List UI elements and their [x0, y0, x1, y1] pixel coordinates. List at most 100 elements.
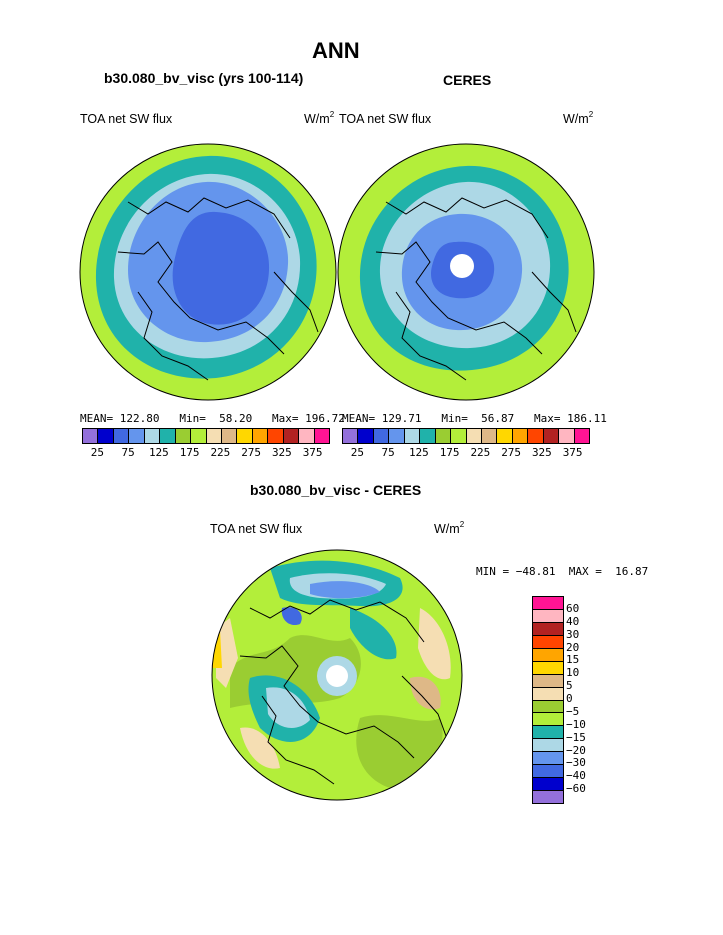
diff-units-label: W/m2 — [434, 520, 465, 536]
right-colorbar-tick-label: 175 — [439, 446, 460, 459]
diff-colorbar-swatch — [533, 597, 563, 610]
right-units-exp: 2 — [588, 110, 594, 119]
left-polar-map — [79, 143, 337, 401]
diff-colorbar-tick-label: 15 — [566, 653, 580, 667]
right-polar-map — [337, 143, 595, 401]
right-colorbar-swatch — [497, 429, 513, 443]
right-map-coast — [375, 197, 577, 381]
right-colorbar-swatch — [512, 429, 529, 443]
left-colorbar-tick-label: 125 — [148, 446, 169, 459]
left-variable-label: TOA net SW flux — [80, 112, 173, 126]
left-colorbar-tick-label: 75 — [121, 446, 135, 459]
left-units-base: W/m — [304, 112, 330, 126]
left-colorbar-tick-label: 225 — [210, 446, 231, 459]
right-colorbar-swatch — [389, 429, 405, 443]
left-units-exp: 2 — [329, 110, 335, 119]
diff-colorbar-tick-label: −20 — [566, 743, 586, 757]
diff-colorbar-swatch — [533, 609, 563, 623]
diff-colorbar-swatch — [533, 622, 563, 636]
model-subtitle: b30.080_bv_visc (yrs 100-114) — [104, 70, 304, 86]
left-colorbar — [82, 428, 330, 444]
left-map-royal-blue — [172, 211, 270, 325]
right-stats: MEAN= 129.71 Min= 56.87 Max= 186.11 — [342, 412, 607, 425]
diff-colorbar-swatch — [533, 752, 563, 766]
left-colorbar-swatch — [237, 429, 253, 443]
diff-colorbar-swatch — [533, 739, 563, 753]
page-title: ANN — [312, 38, 360, 63]
left-colorbar-swatch — [299, 429, 315, 443]
diff-map-tan — [410, 676, 441, 710]
right-colorbar-swatch — [451, 429, 467, 443]
left-colorbar-swatch — [83, 429, 99, 443]
right-colorbar-tick-label: 325 — [531, 446, 552, 459]
right-colorbar-swatch — [559, 429, 575, 443]
left-colorbar-swatch — [129, 429, 145, 443]
right-colorbar-swatch — [373, 429, 390, 443]
left-colorbar-swatch — [98, 429, 114, 443]
right-units-base: W/m — [563, 112, 589, 126]
right-colorbar-swatch — [574, 429, 589, 443]
right-colorbar-swatch — [481, 429, 498, 443]
diff-colorbar-tick-label: −10 — [566, 717, 586, 731]
left-colorbar-tick-label: 25 — [90, 446, 104, 459]
diff-colorbar-swatch — [533, 635, 563, 649]
left-colorbar-swatch — [252, 429, 269, 443]
left-colorbar-swatch — [144, 429, 161, 443]
left-colorbar-swatch — [221, 429, 238, 443]
diff-colorbar-tick-label: 5 — [566, 679, 573, 693]
right-colorbar-swatch — [420, 429, 436, 443]
diff-colorbar-swatch — [533, 661, 563, 675]
diff-units-base: W/m — [434, 522, 460, 536]
diff-map-lightblue-2 — [266, 687, 310, 728]
right-colorbar-labels: 25 75 125 175 225 275 325 375 — [342, 446, 588, 460]
diff-colorbar-tick-label: −40 — [566, 769, 586, 783]
obs-subtitle: CERES — [443, 72, 492, 88]
diff-map-blue-1 — [310, 581, 380, 599]
left-colorbar-swatch — [314, 429, 329, 443]
left-colorbar-swatch — [268, 429, 284, 443]
diff-units-exp: 2 — [459, 520, 465, 529]
diff-subtitle: b30.080_bv_visc - CERES — [250, 482, 422, 498]
diff-map-wheat-2 — [418, 608, 451, 680]
left-colorbar-swatch — [175, 429, 192, 443]
right-colorbar — [342, 428, 590, 444]
diff-stats: MIN = −48.81 MAX = 16.87 — [476, 565, 649, 578]
left-map-coast — [117, 197, 319, 381]
right-colorbar-swatch — [466, 429, 482, 443]
diff-colorbar-tick-label: 60 — [566, 601, 580, 615]
left-colorbar-swatch — [113, 429, 130, 443]
diff-map-blue-2 — [281, 607, 302, 626]
diff-colorbar-tick-label: 10 — [566, 666, 580, 680]
diff-colorbar — [532, 596, 564, 804]
right-colorbar-swatch — [528, 429, 544, 443]
diff-colorbar-swatch — [533, 674, 563, 688]
diff-map-teal-3 — [350, 608, 397, 660]
diff-colorbar-tick-label: −60 — [566, 782, 586, 796]
diff-variable-label: TOA net SW flux — [210, 522, 303, 536]
diff-colorbar-swatch — [533, 765, 563, 779]
right-colorbar-tick-label: 75 — [381, 446, 395, 459]
right-colorbar-swatch — [543, 429, 560, 443]
diff-map-wheat-1 — [216, 618, 238, 688]
right-units-label: W/m2 — [563, 110, 594, 126]
diff-map-pole-hole — [326, 665, 348, 687]
right-variable-label: TOA net SW flux — [339, 112, 432, 126]
diff-colorbar-swatch — [533, 791, 563, 803]
right-colorbar-swatch — [435, 429, 452, 443]
right-colorbar-tick-label: 225 — [470, 446, 491, 459]
right-map-pole-hole — [450, 254, 474, 278]
right-colorbar-tick-label: 125 — [408, 446, 429, 459]
diff-colorbar-tick-label: 30 — [566, 627, 580, 641]
left-units-label: W/m2 — [304, 110, 335, 126]
left-stats: MEAN= 122.80 Min= 58.20 Max= 196.72 — [80, 412, 345, 425]
diff-colorbar-swatch — [533, 687, 563, 701]
diff-colorbar-tick-label: −30 — [566, 756, 586, 770]
diff-colorbar-tick-label: 40 — [566, 614, 580, 628]
diff-polar-map — [211, 549, 463, 801]
diff-colorbar-swatch — [533, 648, 563, 662]
diff-map-wheat-3 — [240, 727, 280, 769]
diff-colorbar-swatch — [533, 726, 563, 740]
right-colorbar-tick-label: 275 — [501, 446, 522, 459]
diff-map-coast — [239, 599, 447, 785]
left-colorbar-swatch — [206, 429, 222, 443]
